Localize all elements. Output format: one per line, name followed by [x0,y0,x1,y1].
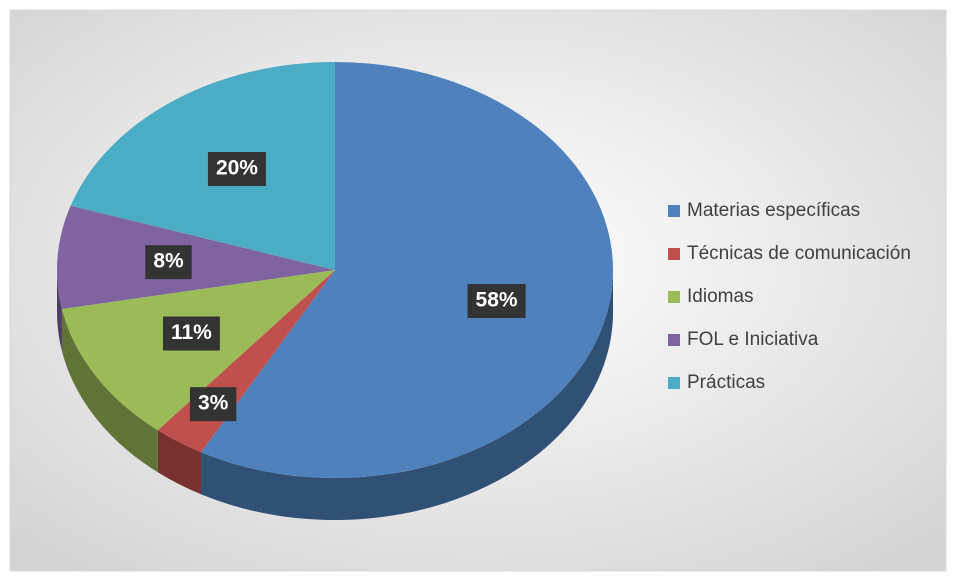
slice-side [157,430,202,495]
slice-side [61,308,158,473]
slice-side-shade [61,308,158,473]
slice-side-shade [201,270,613,520]
slice-side-shade [157,430,202,495]
label-box [467,284,526,319]
legend-label: Idiomas [687,286,754,307]
slice-side [201,270,613,520]
slice [201,62,613,478]
legend-swatch [668,205,680,217]
legend-label: Técnicas de comunicación [687,243,911,264]
data-label: 20% [216,157,258,180]
data-label: 11% [171,321,212,344]
legend-swatch [668,377,680,389]
slice-side-shade [57,270,62,351]
legend-swatch [668,291,680,303]
legend-label: Materias específicas [687,200,860,221]
label-box [145,245,192,280]
legend-label: FOL e Iniciativa [687,329,819,350]
data-label: 58% [476,289,518,312]
slice [70,62,335,270]
legend-label: Prácticas [687,372,765,393]
slice [56,205,335,309]
slice-side [57,270,62,351]
label-box [207,152,266,187]
label-box [189,387,237,422]
data-label: 8% [153,250,184,273]
legend-swatch [668,334,680,346]
legend-swatch [668,248,680,260]
label-box [162,316,220,351]
data-label: 3% [198,392,229,415]
